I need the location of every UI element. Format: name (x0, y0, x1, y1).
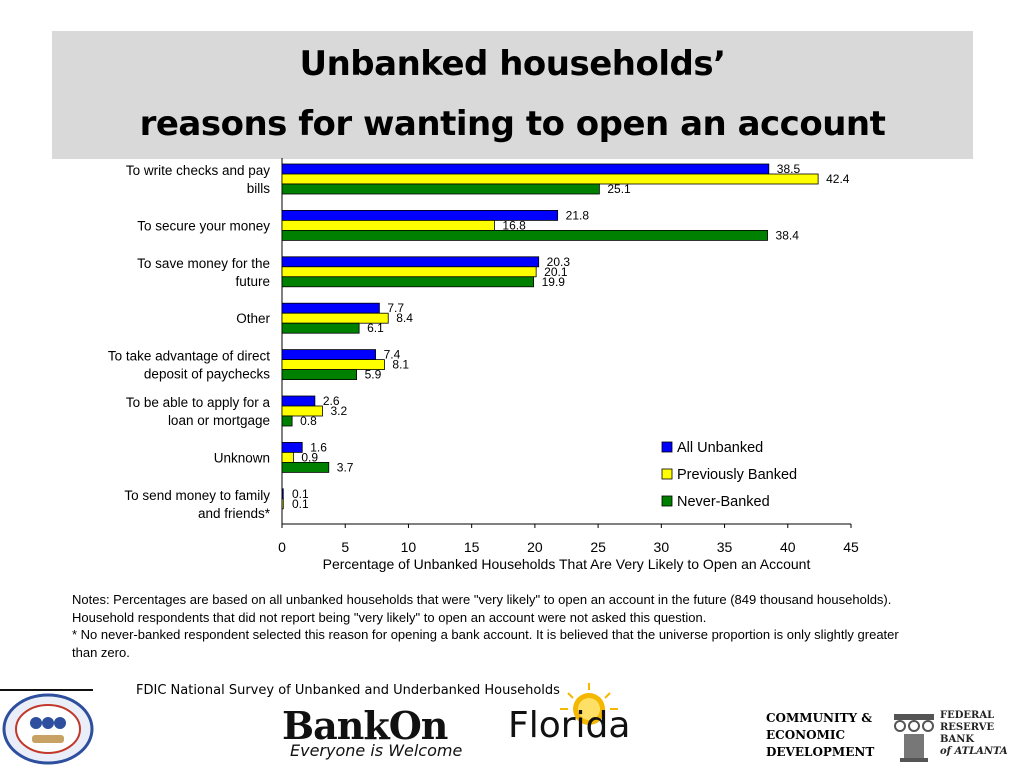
category-label: and friends* (198, 506, 271, 521)
legend-label: All Unbanked (677, 440, 763, 456)
bar-never-banked (281, 415, 293, 427)
data-label: 7.7 (387, 301, 404, 315)
category-label: deposit of paychecks (144, 367, 270, 382)
title-band (52, 31, 973, 159)
data-label: 21.8 (566, 208, 590, 222)
data-label: 38.4 (776, 228, 800, 242)
data-label: 25.1 (607, 182, 631, 196)
sun-icon (560, 683, 618, 725)
frb-line: BANK (940, 734, 975, 745)
bar-previously-banked (281, 405, 323, 417)
data-label: 8.4 (396, 311, 413, 325)
data-label: 2.6 (323, 394, 340, 408)
category-label: To be able to apply for a (126, 395, 271, 410)
data-label: 8.1 (392, 358, 409, 372)
x-tick-label: 45 (843, 539, 859, 555)
category-label: Other (236, 311, 270, 326)
x-tick-label: 5 (341, 539, 349, 555)
x-axis-title: Percentage of Unbanked Households That A… (323, 556, 811, 572)
data-label: 7.4 (384, 348, 401, 362)
category-label: To take advantage of direct (108, 349, 270, 364)
data-label: 20.3 (547, 255, 571, 269)
frb-line: of ATLANTA (940, 746, 1008, 757)
category-label: To write checks and pay (126, 163, 270, 178)
legend-label: Never-Banked (677, 494, 770, 510)
ced-line: ECONOMIC (766, 728, 846, 742)
data-label: 0.1 (292, 497, 309, 511)
bar-previously-banked (281, 451, 294, 463)
data-label: 6.1 (367, 321, 384, 335)
legend-swatch (661, 495, 673, 507)
x-tick-label: 0 (278, 539, 286, 555)
bar-previously-banked (281, 219, 495, 231)
legend-swatch (661, 441, 673, 453)
category-label: To save money for the (137, 256, 270, 271)
x-tick-label: 30 (654, 539, 670, 555)
page-title-line-1: Unbanked households’ (299, 44, 726, 84)
bar-all-unbanked (281, 349, 376, 361)
bankon-wordmark: BankOn (282, 703, 448, 748)
bar-never-banked (281, 183, 600, 195)
bar-previously-banked (281, 498, 284, 510)
data-label: 3.2 (330, 404, 347, 418)
category-label: future (235, 274, 270, 289)
bankon-florida-logo: BankOn Florida Everyone is Welcome (282, 683, 682, 763)
x-tick-label: 35 (717, 539, 733, 555)
x-tick-label: 20 (527, 539, 543, 555)
ced-line: DEVELOPMENT (766, 745, 875, 759)
x-tick-label: 10 (401, 539, 417, 555)
bankon-tagline: Everyone is Welcome (290, 741, 463, 760)
bar-previously-banked (281, 173, 819, 185)
frb-line: FEDERAL (940, 710, 995, 721)
data-label: 38.5 (777, 162, 801, 176)
data-label: 1.6 (310, 440, 327, 454)
data-label: 0.1 (292, 487, 309, 501)
bar-never-banked (281, 322, 360, 334)
category-label: bills (247, 181, 271, 196)
chart-notes: Notes: Percentages are based on all unba… (72, 591, 917, 661)
page-title-line-2: reasons for wanting to open an account (139, 104, 886, 144)
bar-previously-banked (281, 266, 537, 278)
notes-paragraph-1: Notes: Percentages are based on all unba… (72, 592, 892, 625)
notes-paragraph-2: * No never-banked respondent selected th… (72, 627, 899, 660)
x-tick-label: 40 (780, 539, 796, 555)
bar-all-unbanked (281, 488, 284, 500)
legend-label: Previously Banked (677, 467, 797, 483)
bar-all-unbanked (281, 395, 316, 407)
source-citation: FDIC National Survey of Unbanked and Und… (136, 683, 560, 698)
bar-all-unbanked (281, 163, 770, 175)
bar-all-unbanked (281, 302, 380, 314)
data-label: 16.8 (502, 218, 526, 232)
coalition-seal-logo (2, 693, 94, 765)
bar-all-unbanked (281, 441, 303, 453)
bar-all-unbanked (281, 256, 540, 268)
ced-line: COMMUNITY & (766, 711, 873, 725)
category-label: loan or mortgage (168, 413, 270, 428)
federal-reserve-bank-atlanta-logo: FEDERAL RESERVE BANK of ATLANTA (940, 710, 1008, 758)
frb-line: RESERVE (940, 722, 995, 733)
federal-reserve-building-icon (894, 714, 934, 762)
data-label: 19.9 (542, 275, 566, 289)
x-tick-label: 25 (590, 539, 606, 555)
data-label: 5.9 (365, 368, 382, 382)
bar-never-banked (281, 369, 358, 381)
data-label: 0.8 (300, 414, 317, 428)
data-label: 0.9 (301, 450, 318, 464)
x-tick-label: 15 (464, 539, 480, 555)
bar-never-banked (281, 229, 768, 241)
category-label: Unknown (214, 450, 270, 465)
florida-wordmark: Florida (508, 705, 631, 746)
data-label: 42.4 (826, 172, 850, 186)
bar-never-banked (281, 461, 330, 473)
category-label: To secure your money (137, 218, 270, 233)
data-label: 3.7 (337, 460, 354, 474)
category-label: To send money to family (124, 488, 270, 503)
community-economic-development-label: COMMUNITY & ECONOMIC DEVELOPMENT (766, 710, 874, 761)
data-label: 20.1 (544, 265, 568, 279)
divider (0, 689, 93, 691)
bar-never-banked (281, 276, 535, 288)
legend-swatch (661, 468, 673, 480)
bar-chart: 0 5 10 15 20 25 30 35 40 45 Percentage of Unbanked… (108, 158, 859, 572)
